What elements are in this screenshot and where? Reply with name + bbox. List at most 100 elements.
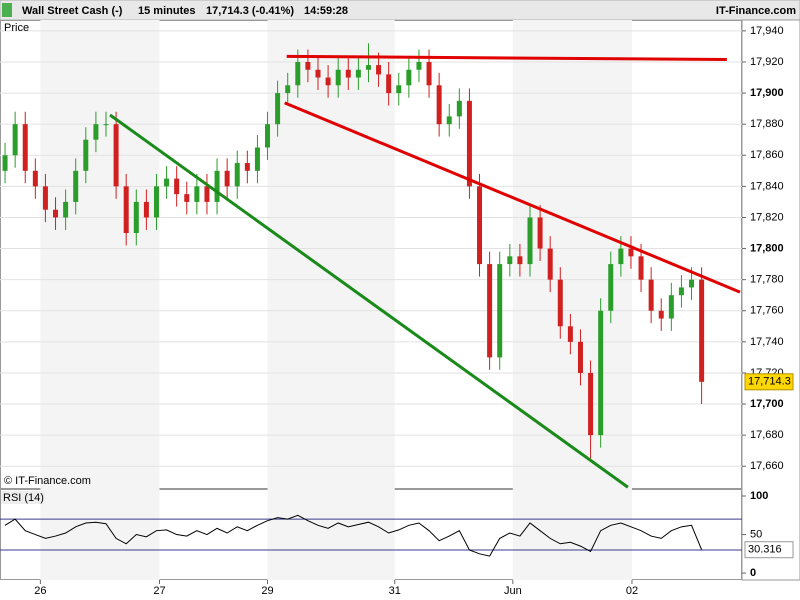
trendline [109,113,629,489]
y-tick-label: 100 [750,490,768,502]
candle-body [598,310,604,436]
rsi-line [4,514,703,557]
day-band [267,20,395,580]
candle-body [214,170,220,202]
candle-body [315,69,321,78]
brand: IT-Finance.com [716,5,796,17]
quote: 17,714.3 (-0.41%) [206,5,294,17]
trendline [286,54,727,61]
candle-body [648,279,654,311]
candle-body [537,217,543,249]
candle-body [63,201,69,218]
candle-body [103,124,109,126]
candle-body [325,77,331,86]
y-tick-label: 50 [750,528,762,540]
y-tick-label: 17,920 [750,56,784,68]
candle-body [184,194,190,202]
candle-body [174,178,180,195]
watermark: © IT-Finance.com [4,475,91,487]
candle-body [305,61,311,70]
rsi-tag [744,541,794,559]
last-price-label: 17,714.3 [748,376,791,388]
candle-body [295,61,301,86]
candle-body [234,163,240,187]
x-tick-label: 26 [34,585,46,597]
candle-body [224,170,230,187]
pane-label: Price [4,22,29,34]
candle-body [577,341,583,373]
candle-body [446,116,452,125]
x-tick-label: Jun [504,585,522,597]
last-price-tag [744,373,794,391]
candle-body [194,186,200,202]
time: 14:59:28 [304,5,348,17]
candle-body [53,209,59,218]
x-tick-label: 29 [261,585,273,597]
candle-body [396,85,402,94]
candle-body [588,372,594,436]
y-tick-label: 17,900 [750,87,784,99]
y-tick-label: 17,780 [750,274,784,286]
candle-body [153,186,159,218]
candle-body [355,69,361,78]
axis-area [741,19,800,581]
candle-body [628,248,634,257]
background [40,20,632,580]
candle-body [456,100,462,117]
candle-body [638,256,644,280]
candle-body [12,124,18,156]
candle-body [164,178,170,187]
icon [2,3,12,17]
candle-body [22,124,28,171]
candle-body [678,287,684,296]
pane-label-bg [1,491,45,504]
candle-body [265,124,271,148]
candle-body [689,279,695,288]
candle-body [466,100,472,187]
candle-body [73,170,79,202]
y-tick-label: 17,860 [750,149,784,161]
candle-body [244,163,250,171]
candle-body [42,186,48,210]
candle-body [32,170,38,187]
y-tick-label: 17,940 [750,25,784,37]
candle-body [608,264,614,311]
candle-body [123,186,129,234]
x-tick-label: 31 [389,585,401,597]
candle-body [507,256,513,265]
candle-body [204,186,210,202]
day-band [40,20,160,580]
candle-body [143,201,149,218]
candle-body [376,65,382,75]
candle-body [487,264,493,358]
candle-body [557,279,563,327]
candle-body [93,124,99,140]
candle-body [416,61,422,70]
x-tick-label: 27 [153,585,165,597]
y-tick-label: 17,660 [750,460,784,472]
y-tick-label: 17,880 [750,118,784,130]
candle-body [618,248,624,265]
candle-body [527,217,533,265]
candle-body [285,85,291,94]
candle-body [2,155,8,171]
y-tick-label: 17,760 [750,305,784,317]
candle-body [658,310,664,319]
candle-body [497,264,503,358]
candle-body [477,186,483,265]
candle-body [113,124,119,187]
candle-body [254,147,260,171]
y-tick-label: 17,800 [750,242,784,254]
x-tick-label: 02 [626,585,638,597]
candle-body [426,61,432,86]
y-tick-label: 17,700 [750,398,784,410]
candle-body [275,93,281,125]
interval: 15 minutes [138,5,195,17]
candle-body [345,69,351,78]
candle-body [133,201,139,234]
candle-body [83,139,89,171]
trendline [284,101,741,294]
candle-body [567,326,573,342]
y-tick-label: 17,840 [750,180,784,192]
candle-body [668,295,674,319]
